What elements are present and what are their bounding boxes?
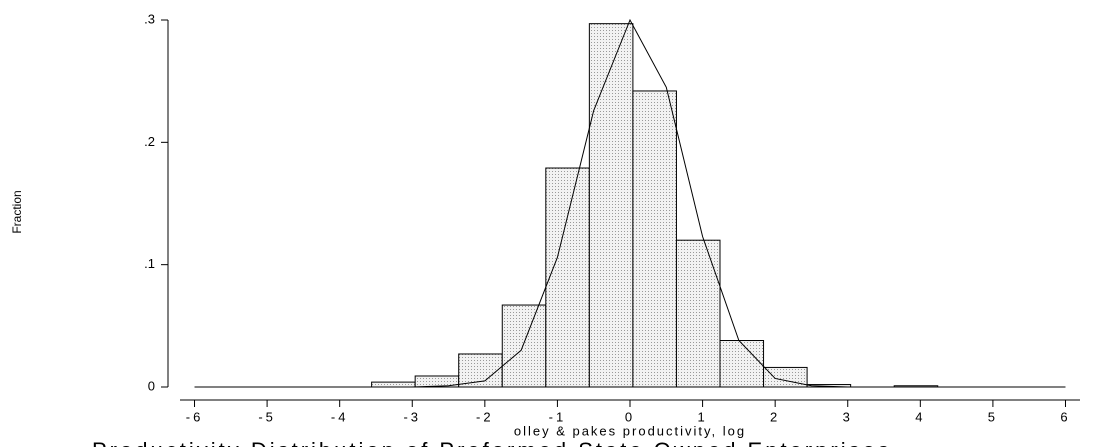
x-tick-label: 4 [915,409,925,424]
x-tick-label: 3 [843,409,853,424]
bar [501,304,547,388]
x-tick-label: 0 [625,409,635,424]
x-tick-label: 2 [770,409,780,424]
bar [675,239,721,388]
y-tick-label: .3 [144,11,155,26]
bar [806,384,852,388]
y-tick-label: 0 [148,378,155,393]
bar [371,381,416,388]
chart-title: Productivity Distribution of Preformed S… [92,438,892,447]
bar [545,167,590,388]
x-tick-label: -2 [476,409,494,424]
x-tick-label: 1 [697,409,707,424]
x-tick-label: -3 [403,409,421,424]
x-tick-label: 6 [1060,409,1070,424]
y-tick-label: .2 [144,134,155,149]
y-tick-label: .1 [144,256,155,271]
x-axis-label: olley & pakes productivity, log [514,423,746,438]
bar [719,340,765,388]
density-curve [194,18,1066,388]
bar [632,90,677,388]
x-tick-label: 5 [988,409,998,424]
x-tick-label: -4 [331,409,349,424]
x-tick-label: -6 [186,409,204,424]
x-tick-label: -1 [549,409,567,424]
bar [763,366,808,388]
bar [458,353,503,388]
y-axis-label: Fraction [10,190,24,233]
x-tick-label: -5 [258,409,276,424]
bar [588,23,634,388]
